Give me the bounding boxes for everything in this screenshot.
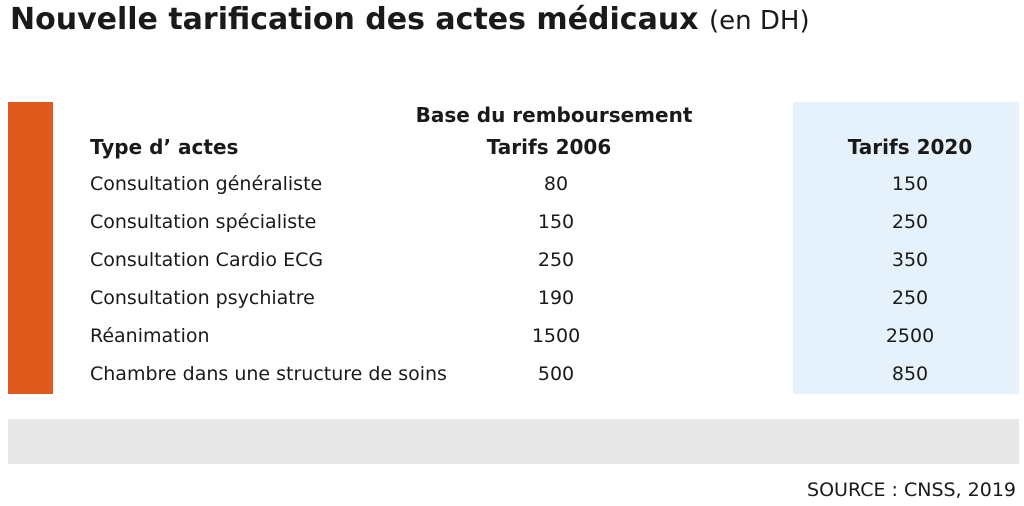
- gray-band: [8, 419, 1019, 464]
- price-cell: 250: [891, 211, 929, 233]
- column-header: Tarifs 2020: [847, 135, 973, 159]
- price-cell: 850: [891, 363, 929, 385]
- price-cell: 150: [891, 173, 929, 195]
- price-cell: 2500: [885, 325, 935, 347]
- act-cell: Réanimation: [90, 325, 210, 347]
- act-cell: Consultation Cardio ECG: [90, 249, 324, 271]
- column-header: Type d’ actes: [90, 135, 239, 159]
- unit: (en DH): [709, 6, 810, 36]
- price-cell: 350: [891, 249, 929, 271]
- highlight-column: [793, 102, 1019, 394]
- act-cell: Consultation psychiatre: [90, 287, 315, 309]
- source: SOURCE : CNSS, 2019: [807, 479, 1016, 501]
- price-cell: 250: [537, 249, 575, 271]
- price-cell: 250: [891, 287, 929, 309]
- group-header: Base du remboursement: [415, 103, 693, 127]
- accent-bar: [8, 102, 53, 394]
- price-cell: 500: [537, 363, 575, 385]
- price-cell: 190: [537, 287, 575, 309]
- price-cell: 80: [543, 173, 569, 195]
- title-text: Nouvelle tarification des actes médicaux: [10, 2, 699, 37]
- title: Nouvelle tarification des actes médicaux…: [10, 2, 810, 37]
- column-header: Tarifs 2006: [486, 135, 612, 159]
- act-cell: Chambre dans une structure de soins: [90, 363, 447, 385]
- act-cell: Consultation spécialiste: [90, 211, 317, 233]
- price-cell: 150: [537, 211, 575, 233]
- act-cell: Consultation généraliste: [90, 173, 323, 195]
- price-cell: 1500: [531, 325, 581, 347]
